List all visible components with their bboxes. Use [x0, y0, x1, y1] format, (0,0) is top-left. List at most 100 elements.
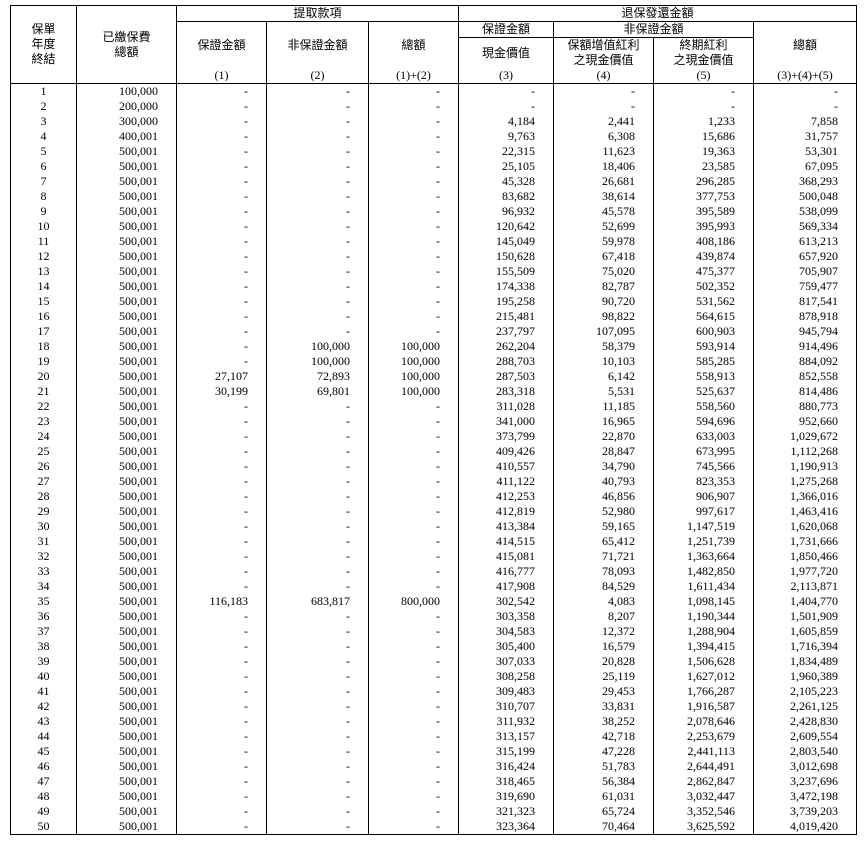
cell: 500,001: [77, 789, 177, 804]
cell: 40,793: [554, 474, 654, 489]
cell: -: [177, 714, 267, 729]
cell: 613,213: [754, 234, 857, 249]
cell: 215,481: [459, 309, 554, 324]
cell: 8: [11, 189, 77, 204]
cell: -: [177, 744, 267, 759]
cell: 34,790: [554, 459, 654, 474]
cell: 45,578: [554, 204, 654, 219]
cell: 500,001: [77, 144, 177, 159]
cell: 67,095: [754, 159, 857, 174]
cell: 500,001: [77, 609, 177, 624]
cell: -: [369, 219, 459, 234]
hdr-tag-5: (5): [654, 68, 754, 84]
cell: 500,001: [77, 234, 177, 249]
cell: 24: [11, 429, 77, 444]
cell: 311,028: [459, 399, 554, 414]
cell: 1,288,904: [654, 624, 754, 639]
cell: -: [369, 84, 459, 100]
cell: 72,893: [267, 369, 369, 384]
cell: 395,589: [654, 204, 754, 219]
cell: 814,486: [754, 384, 857, 399]
table-row: 15500,001---195,25890,720531,562817,541: [11, 294, 857, 309]
cell: 368,293: [754, 174, 857, 189]
cell: -: [369, 324, 459, 339]
cell: -: [177, 639, 267, 654]
table-row: 33500,001---416,77778,0931,482,8501,977,…: [11, 564, 857, 579]
table-row: 41500,001---309,48329,4531,766,2872,105,…: [11, 684, 857, 699]
cell: 22,870: [554, 429, 654, 444]
cell: -: [369, 474, 459, 489]
cell: -: [267, 234, 369, 249]
cell: -: [369, 249, 459, 264]
cell: 31: [11, 534, 77, 549]
cell: -: [369, 279, 459, 294]
cell: -: [177, 624, 267, 639]
cell: 42,718: [554, 729, 654, 744]
cell: 914,496: [754, 339, 857, 354]
cell: -: [177, 309, 267, 324]
table-row: 26500,001---410,55734,790745,5661,190,91…: [11, 459, 857, 474]
cell: -: [267, 489, 369, 504]
cell: 17: [11, 324, 77, 339]
cell: 500,001: [77, 309, 177, 324]
table-row: 39500,001---307,03320,8281,506,6281,834,…: [11, 654, 857, 669]
cell: 82,787: [554, 279, 654, 294]
cell: 47: [11, 774, 77, 789]
cell: 20,828: [554, 654, 654, 669]
cell: 45: [11, 744, 77, 759]
cell: 313,157: [459, 729, 554, 744]
cell: 59,165: [554, 519, 654, 534]
table-row: 43500,001---311,93238,2522,078,6462,428,…: [11, 714, 857, 729]
table-row: 47500,001---318,46556,3842,862,8473,237,…: [11, 774, 857, 789]
cell: -: [654, 84, 754, 100]
cell: 53,301: [754, 144, 857, 159]
cell: 500,001: [77, 159, 177, 174]
cell: -: [177, 774, 267, 789]
cell: 1,463,416: [754, 504, 857, 519]
cell: -: [369, 159, 459, 174]
cell: -: [177, 204, 267, 219]
cell: -: [177, 84, 267, 100]
cell: 395,993: [654, 219, 754, 234]
cell: -: [267, 294, 369, 309]
cell: -: [267, 789, 369, 804]
cell: 2,609,554: [754, 729, 857, 744]
cell: -: [267, 129, 369, 144]
cell: 25,105: [459, 159, 554, 174]
cell: -: [369, 234, 459, 249]
table-row: 32500,001---415,08171,7211,363,6641,850,…: [11, 549, 857, 564]
cell: -: [369, 624, 459, 639]
cell: 500,001: [77, 579, 177, 594]
cell: 500,001: [77, 189, 177, 204]
cell: 3,012,698: [754, 759, 857, 774]
cell: 321,323: [459, 804, 554, 819]
cell: 3,237,696: [754, 774, 857, 789]
cell: -: [369, 804, 459, 819]
cell: 300,000: [77, 114, 177, 129]
hdr-withdraw-group: 提取款項: [177, 6, 459, 22]
cell: 1,506,628: [654, 654, 754, 669]
cell: 3: [11, 114, 77, 129]
cell: 46: [11, 759, 77, 774]
cell: -: [369, 399, 459, 414]
cell: 8,207: [554, 609, 654, 624]
cell: 12,372: [554, 624, 654, 639]
cell: 309,483: [459, 684, 554, 699]
cell: 594,696: [654, 414, 754, 429]
cell: 683,817: [267, 594, 369, 609]
cell: 415,081: [459, 549, 554, 564]
cell: 500,001: [77, 549, 177, 564]
cell: 564,615: [654, 309, 754, 324]
cell: 1,098,145: [654, 594, 754, 609]
cell: 75,020: [554, 264, 654, 279]
hdr-tag-1: (1): [177, 68, 267, 84]
cell: 500,001: [77, 384, 177, 399]
table-row: 29500,001---412,81952,980997,6171,463,41…: [11, 504, 857, 519]
cell: 500,001: [77, 564, 177, 579]
cell: 120,642: [459, 219, 554, 234]
cell: 10: [11, 219, 77, 234]
cell: 308,258: [459, 669, 554, 684]
cell: 33: [11, 564, 77, 579]
cell: 11,623: [554, 144, 654, 159]
cell: 46,856: [554, 489, 654, 504]
